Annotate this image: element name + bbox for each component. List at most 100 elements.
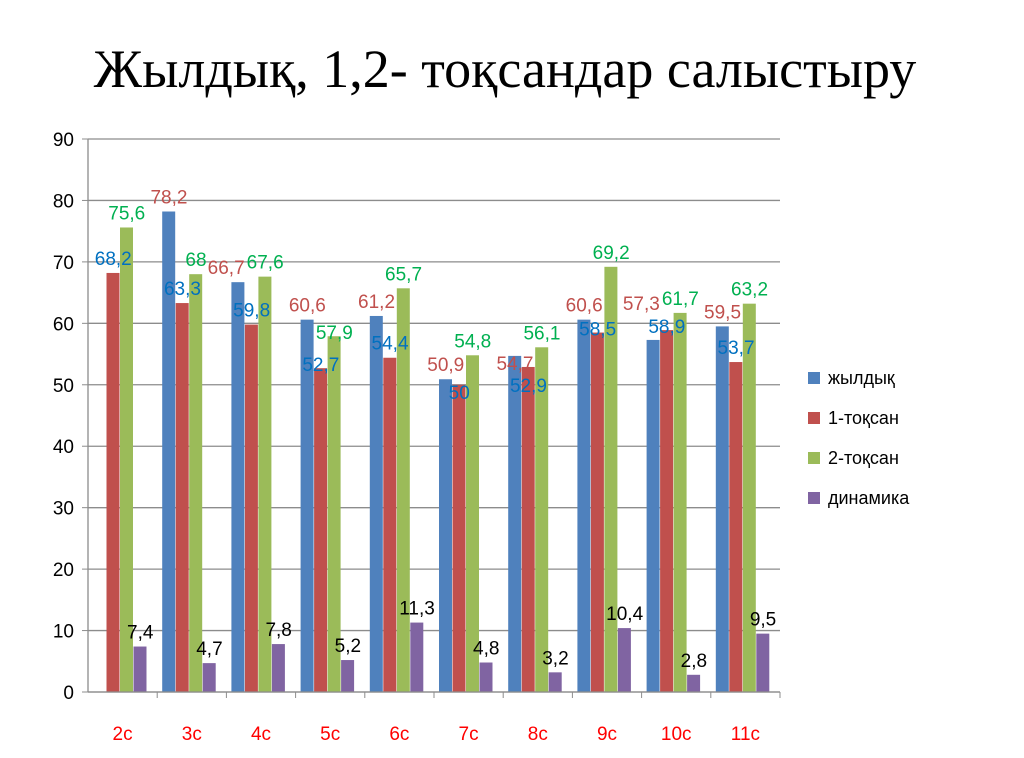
data-label: 52,9 (510, 376, 547, 397)
data-label: 54,7 (496, 354, 533, 375)
y-tick-label: 90 (53, 130, 74, 151)
bar-2-тоқсан (120, 227, 133, 693)
data-label: 59,8 (233, 301, 270, 322)
y-tick-label: 80 (53, 191, 74, 212)
bar-динамика (202, 663, 216, 692)
data-label: 50 (449, 383, 470, 404)
x-tick-label: 10с (661, 724, 692, 745)
x-tick-label: 6с (389, 724, 409, 745)
data-label: 5,2 (335, 636, 361, 657)
bar-динамика (756, 633, 770, 692)
legend-label: динамика (828, 488, 910, 508)
bar-2-тоқсан (258, 276, 272, 692)
bar-динамика (341, 660, 355, 692)
bar-1-тоқсан (106, 272, 120, 692)
x-tick-label: 2с (113, 724, 133, 745)
y-tick-label: 60 (53, 314, 74, 335)
data-label: 63,2 (731, 280, 768, 301)
bar-2-тоқсан (466, 355, 479, 692)
data-label: 52,7 (302, 355, 339, 376)
data-label: 2,8 (681, 651, 707, 672)
legend-label: 1-тоқсан (828, 408, 899, 428)
bar-1-тоқсан (244, 324, 258, 692)
x-tick-label: 5с (320, 724, 340, 745)
data-label: 78,2 (150, 188, 187, 209)
bar-жылдық (508, 355, 522, 692)
bar-динамика (479, 662, 493, 692)
bar-2-тоқсан (327, 336, 341, 692)
y-tick-label: 40 (53, 437, 74, 458)
data-label: 54,8 (454, 331, 491, 352)
bar-динамика (687, 674, 701, 692)
bar-динамика (548, 672, 562, 692)
data-label: 58,9 (648, 317, 685, 338)
data-label: 4,7 (196, 639, 222, 660)
legend-swatch (808, 372, 820, 384)
bar-жылдық (231, 282, 245, 692)
y-tick-label: 50 (53, 376, 74, 397)
bar-жылдық (162, 211, 176, 692)
bar-2-тоқсан (604, 266, 618, 692)
data-label: 7,4 (127, 623, 154, 644)
bar-1-тоқсан (452, 384, 466, 692)
bar-2-тоқсан (396, 288, 410, 692)
data-label: 61,7 (662, 289, 699, 310)
data-label: 68 (185, 250, 206, 271)
bar-жылдық (715, 326, 729, 692)
bar-жылдық (439, 379, 452, 692)
data-label: 53,7 (718, 338, 755, 359)
data-label: 54,4 (372, 334, 409, 355)
data-label: 10,4 (606, 604, 643, 625)
y-tick-label: 30 (53, 499, 74, 520)
data-label: 58,5 (579, 320, 616, 341)
data-label: 11,3 (399, 599, 435, 620)
bar-жылдық (300, 319, 314, 692)
data-label: 75,6 (108, 203, 145, 224)
data-label: 56,1 (523, 323, 560, 344)
bar-2-тоқсан (673, 312, 687, 692)
data-label: 67,6 (247, 253, 284, 274)
x-tick-label: 11с (731, 724, 760, 745)
legend-label: 2-тоқсан (828, 448, 899, 468)
bar-1-тоқсан (660, 330, 674, 692)
x-tick-label: 9с (597, 724, 617, 745)
legend-swatch (808, 492, 820, 504)
y-tick-label: 0 (63, 683, 74, 704)
bar-1-тоқсан (729, 362, 743, 692)
x-tick-label: 4с (251, 724, 271, 745)
data-label: 7,8 (265, 620, 291, 641)
bar-1-тоқсан (175, 303, 189, 692)
bar-2-тоқсан (742, 303, 756, 692)
bar-2-тоқсан (535, 347, 549, 692)
bar-1-тоқсан (383, 357, 397, 692)
y-tick-label: 10 (53, 622, 74, 643)
x-tick-label: 8с (528, 724, 548, 745)
bar-2-тоқсан (189, 274, 203, 692)
legend-label: жылдық (828, 368, 895, 388)
y-tick-label: 20 (53, 560, 74, 581)
x-tick-label: 7с (459, 724, 479, 745)
legend-swatch (808, 452, 820, 464)
data-label: 63,3 (164, 279, 201, 300)
data-label: 65,7 (385, 264, 422, 285)
data-label: 9,5 (750, 610, 776, 631)
data-label: 66,7 (208, 258, 245, 279)
bar-динамика (617, 628, 631, 692)
bar-жылдық (577, 319, 591, 692)
data-label: 68,2 (95, 249, 132, 270)
data-label: 59,5 (704, 302, 741, 323)
y-tick-label: 70 (53, 253, 74, 274)
bar-1-тоқсан (521, 366, 535, 692)
data-label: 69,2 (593, 243, 630, 264)
data-label: 60,6 (289, 296, 326, 317)
data-label: 61,2 (358, 292, 395, 313)
data-label: 4,8 (473, 639, 499, 660)
bar-жылдық (369, 315, 383, 692)
bar-динамика (271, 644, 285, 692)
bar-1-тоқсан (590, 332, 604, 692)
data-label: 60,6 (566, 296, 603, 317)
data-label: 3,2 (542, 648, 568, 669)
bar-динамика (133, 646, 147, 692)
bar-1-тоқсан (314, 368, 328, 692)
